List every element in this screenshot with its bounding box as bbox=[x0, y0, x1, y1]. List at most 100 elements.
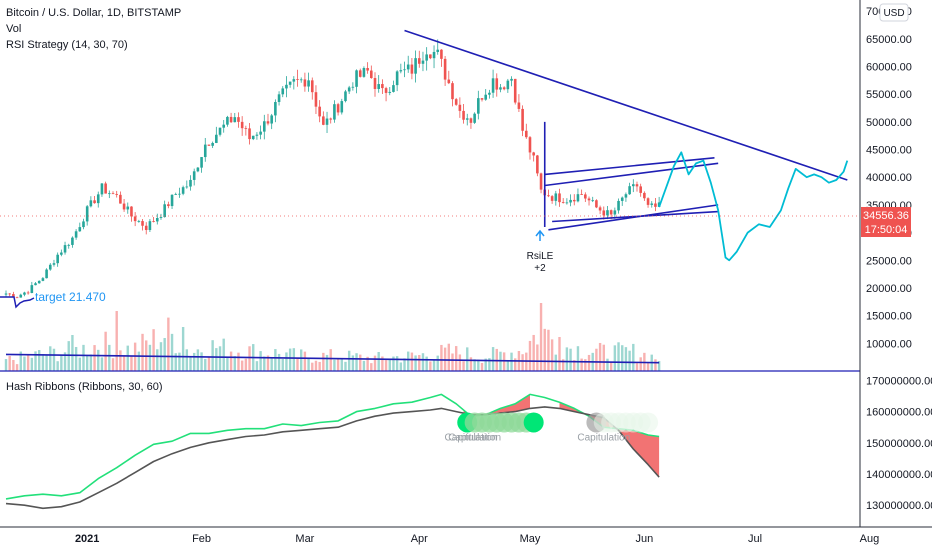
volume-bar bbox=[322, 352, 325, 371]
candle-body bbox=[78, 227, 82, 232]
candle-body bbox=[85, 206, 89, 222]
volume-bar bbox=[288, 348, 292, 371]
candle-body bbox=[41, 278, 45, 281]
time-tick-label: May bbox=[520, 533, 541, 545]
candle-body bbox=[547, 195, 550, 197]
ribbon-slow-line bbox=[5, 406, 660, 510]
time-tick-label: Apr bbox=[411, 533, 428, 545]
candle-body bbox=[510, 78, 513, 81]
chart-title: Bitcoin / U.S. Dollar, 1D, BITSTAMP bbox=[6, 7, 181, 19]
candle-body bbox=[650, 203, 654, 205]
candle-body bbox=[620, 197, 624, 201]
volume-bar bbox=[580, 358, 583, 371]
candle-body bbox=[240, 121, 244, 129]
volume-bar bbox=[355, 353, 358, 371]
candle-body bbox=[572, 199, 576, 202]
ribbon-signal-dots bbox=[457, 412, 659, 433]
candle-body bbox=[325, 118, 329, 125]
candle-body bbox=[336, 104, 340, 113]
candle-body bbox=[587, 198, 591, 201]
time-tick-label: Aug bbox=[860, 533, 880, 545]
candle-body bbox=[130, 206, 133, 217]
volume-bar bbox=[624, 347, 628, 371]
drawing-lines bbox=[5, 29, 848, 364]
candle-body bbox=[303, 79, 307, 87]
usd-badge[interactable]: USD bbox=[879, 3, 909, 22]
volume-bar bbox=[366, 356, 369, 371]
volume-bar bbox=[277, 353, 281, 371]
volume-bar bbox=[211, 340, 214, 371]
candle-body bbox=[381, 84, 384, 89]
candle-body bbox=[266, 121, 270, 124]
volume-bar bbox=[558, 337, 561, 371]
candle-body bbox=[259, 131, 262, 135]
candle-body bbox=[436, 49, 440, 52]
volume-bar bbox=[237, 352, 240, 371]
candle-body bbox=[255, 134, 259, 136]
candle-body bbox=[554, 193, 558, 201]
price-tick-label: 45000.00 bbox=[866, 145, 912, 157]
candle-body bbox=[344, 91, 347, 102]
capitulation-label: Capitulation bbox=[448, 432, 501, 443]
candle-body bbox=[307, 80, 310, 87]
candle-body bbox=[469, 118, 473, 123]
volume-bar bbox=[104, 331, 107, 371]
volume-bar bbox=[488, 358, 491, 371]
volume-bar bbox=[469, 357, 473, 371]
candle-body bbox=[34, 283, 37, 286]
volume-bar bbox=[646, 362, 650, 371]
volume-bar bbox=[74, 346, 78, 371]
volume-bar bbox=[45, 354, 48, 371]
candle-body bbox=[310, 80, 314, 93]
long-entry-arrow-icon bbox=[535, 229, 545, 241]
strategy-label: RSI Strategy (14, 30, 70) bbox=[6, 39, 128, 51]
candle-body bbox=[488, 92, 491, 95]
candle-body bbox=[440, 49, 443, 59]
volume-bar bbox=[436, 355, 439, 371]
volume-bar bbox=[200, 352, 203, 371]
price-pane[interactable] bbox=[0, 29, 860, 371]
candle-body bbox=[48, 264, 52, 270]
volume-bar bbox=[477, 359, 480, 371]
candle-body bbox=[521, 108, 524, 131]
candle-body bbox=[329, 118, 333, 120]
volume-bar bbox=[178, 352, 181, 371]
volume-bar bbox=[359, 354, 362, 371]
volume-bar bbox=[547, 329, 550, 371]
hash-axis[interactable]: 130000000.00 140000000.00 150000000.00 1600… bbox=[866, 375, 932, 512]
candle-body bbox=[192, 171, 196, 180]
volume-bar bbox=[362, 360, 366, 371]
volume-bar bbox=[204, 358, 207, 371]
volume-bar bbox=[311, 362, 314, 371]
volume-bar bbox=[613, 345, 617, 371]
candle-body bbox=[4, 293, 8, 295]
price-tick-label: 15000.00 bbox=[866, 311, 912, 323]
candle-body bbox=[229, 116, 233, 123]
candle-body bbox=[122, 203, 126, 210]
target-annotation: target 21.470 bbox=[0, 290, 106, 309]
volume-bar bbox=[458, 354, 462, 371]
volume-bar bbox=[270, 358, 273, 371]
volume-bar bbox=[573, 360, 576, 371]
candle-body bbox=[270, 115, 273, 124]
volume-bar bbox=[174, 353, 177, 371]
projection-path bbox=[658, 151, 849, 262]
candle-body bbox=[606, 210, 609, 216]
time-axis[interactable]: 2021 Feb Mar Apr May Jun Jul Aug bbox=[75, 533, 879, 545]
volume-bar bbox=[502, 352, 506, 371]
candle-body bbox=[351, 86, 355, 88]
volume-bar bbox=[181, 327, 185, 371]
candle-body bbox=[340, 101, 344, 113]
volume-bar bbox=[60, 354, 63, 371]
candle-body bbox=[384, 88, 388, 93]
candle-body bbox=[299, 79, 303, 81]
price-tick-label: 65000.00 bbox=[866, 34, 912, 46]
ribbon-fast-line bbox=[5, 393, 660, 500]
candle-body bbox=[443, 58, 447, 80]
candle-body bbox=[93, 200, 96, 204]
candle-body bbox=[74, 231, 78, 238]
candle-body bbox=[296, 79, 299, 80]
volume-bar bbox=[100, 357, 104, 371]
